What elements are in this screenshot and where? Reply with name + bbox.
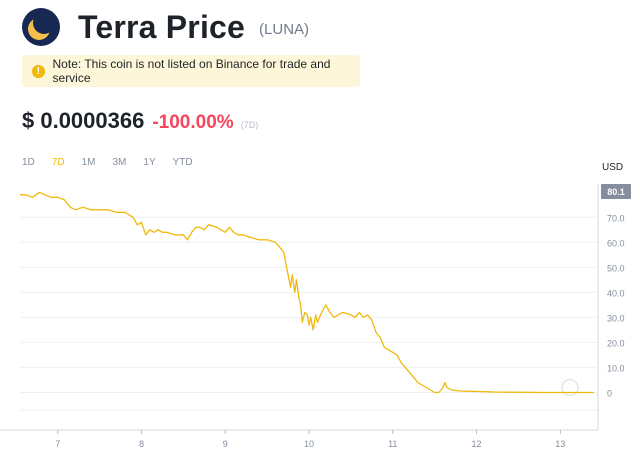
coin-symbol: (LUNA) [259,20,310,38]
y-tick-label: 10.0 [607,363,625,373]
notice-banner: ! Note: This coin is not listed on Binan… [22,55,360,87]
range-tabs: 1D 7D 1M 3M 1Y YTD [22,157,210,168]
watermark-icon [561,378,579,397]
range-tab-1m[interactable]: 1M [81,157,96,168]
range-tab-1d[interactable]: 1D [22,157,35,168]
currency-label: USD [602,162,624,173]
page-title: Terra Price [78,8,246,45]
current-value-badge [601,184,631,199]
y-tick-label: 40.0 [607,288,625,298]
price-change: -100.00% [152,112,234,133]
x-tick-label: 13 [555,439,565,449]
y-tick-label: 0 [607,388,612,398]
range-tab-ytd[interactable]: YTD [172,157,193,168]
info-icon: ! [32,64,45,78]
coin-header: Terra Price (LUNA) [22,8,309,46]
x-tick-label: 7 [55,439,60,449]
price-row: $ 0.0000366 -100.00% (7D) [22,108,258,134]
y-tick-label: 70.0 [607,213,625,223]
price-line [20,191,594,394]
x-tick-label: 9 [223,439,228,449]
current-value-label: 80.1 [607,187,625,197]
price-period: (7D) [240,120,259,130]
notice-text: Note: This coin is not listed on Binance… [52,57,331,85]
y-tick-label: 50.0 [607,263,625,273]
x-tick-label: 11 [388,439,397,449]
x-tick-label: 10 [304,439,314,449]
terra-logo-icon [22,8,60,46]
range-tab-7d[interactable]: 7D [51,157,65,168]
y-tick-label: 60.0 [607,238,625,248]
price-value: $ 0.0000366 [22,108,145,133]
price-chart[interactable]: 70.0 60.0 50.0 40.0 30.0 20.0 10.0 0 7 8 9 10 11 12 13… [0,170,640,469]
y-tick-label: 20.0 [607,338,625,348]
x-tick-label: 12 [472,439,482,449]
x-tick-label: 8 [139,439,144,449]
range-tab-1y[interactable]: 1Y [143,157,156,168]
range-tab-3m[interactable]: 3M [112,157,127,168]
y-tick-label: 30.0 [607,313,625,323]
